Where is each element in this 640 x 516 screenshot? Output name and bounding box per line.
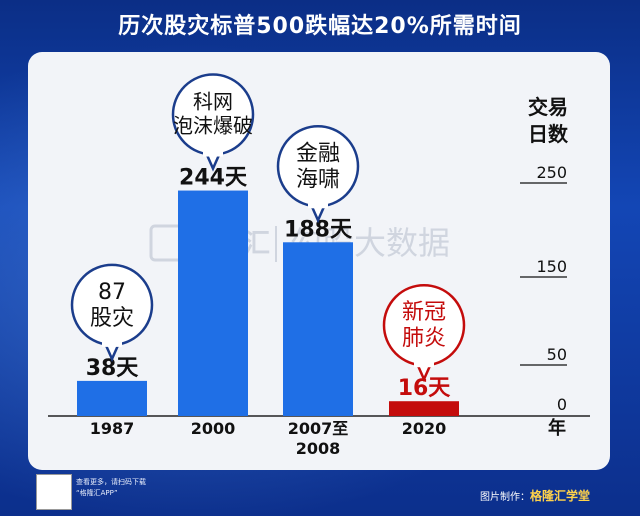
bar-2000 xyxy=(178,190,248,416)
y-tick-label: 0 xyxy=(557,395,567,414)
y-tick-label: 150 xyxy=(536,257,567,276)
bar-2007至2008 xyxy=(283,242,353,416)
annotation-text: 新冠 xyxy=(402,300,446,325)
credit-label: 图片制作： xyxy=(480,492,530,503)
y-tick-label: 250 xyxy=(536,163,567,182)
y-axis-label-line1: 交易 xyxy=(528,95,568,119)
bar-2020 xyxy=(389,401,459,416)
x-tick-label: 2000 xyxy=(191,419,236,438)
annotation-pointer-mask xyxy=(414,359,434,368)
footer-line1: 查看更多，请扫码下载 xyxy=(76,478,146,486)
annotation-text: 科网 xyxy=(193,90,233,114)
annotation-text: 87 xyxy=(98,280,126,305)
x-tick-label: 1987 xyxy=(90,419,135,438)
y-tick-label: 50 xyxy=(547,345,567,364)
x-tick-label: 2008 xyxy=(296,439,341,458)
x-axis-unit-label: 年 xyxy=(548,417,566,439)
footer-text: 查看更多，请扫码下载 “格隆汇APP” xyxy=(76,477,146,499)
annotation-pointer-mask xyxy=(203,148,223,157)
qr-code-icon xyxy=(36,474,72,510)
annotation-pointer-mask xyxy=(102,338,122,347)
x-tick-label: 2007至 xyxy=(288,419,349,438)
annotation-pointer-mask xyxy=(308,200,328,209)
bar-1987 xyxy=(77,380,147,416)
footer-line2: “格隆汇APP” xyxy=(76,489,118,497)
image-credit: 图片制作：格隆汇学堂 xyxy=(480,487,590,504)
annotation-text: 肺炎 xyxy=(402,326,446,351)
annotation-text: 泡沫爆破 xyxy=(173,114,253,138)
y-axis-label-line2: 日数 xyxy=(528,122,569,146)
annotation-text: 金融 xyxy=(296,141,340,166)
x-tick-label: 2020 xyxy=(402,419,447,438)
chart-title: 历次股灾标普500跌幅达20%所需时间 xyxy=(118,14,522,39)
annotation-text: 股灾 xyxy=(90,306,134,331)
annotation-text: 海啸 xyxy=(296,167,340,192)
credit-brand: 格隆汇学堂 xyxy=(530,489,591,503)
